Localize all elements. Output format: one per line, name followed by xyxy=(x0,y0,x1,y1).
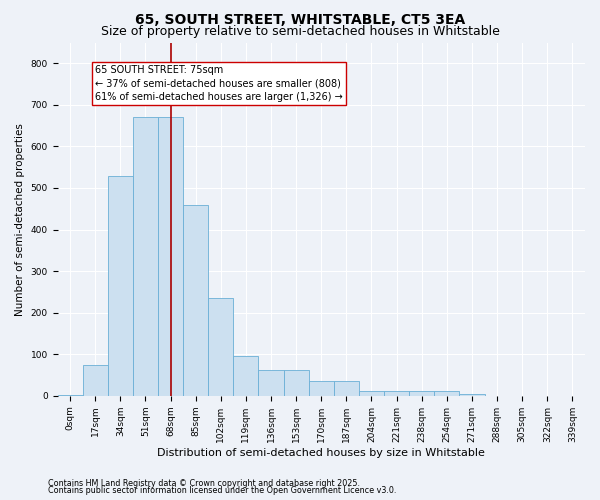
Text: Size of property relative to semi-detached houses in Whitstable: Size of property relative to semi-detach… xyxy=(101,25,499,38)
X-axis label: Distribution of semi-detached houses by size in Whitstable: Distribution of semi-detached houses by … xyxy=(157,448,485,458)
Bar xyxy=(208,298,233,396)
Text: Contains HM Land Registry data © Crown copyright and database right 2025.: Contains HM Land Registry data © Crown c… xyxy=(48,478,360,488)
Bar xyxy=(108,176,133,396)
Bar xyxy=(259,370,284,396)
Text: 65 SOUTH STREET: 75sqm
← 37% of semi-detached houses are smaller (808)
61% of se: 65 SOUTH STREET: 75sqm ← 37% of semi-det… xyxy=(95,66,343,102)
Bar xyxy=(133,118,158,396)
Bar xyxy=(384,391,409,396)
Bar xyxy=(284,370,309,396)
Bar xyxy=(460,394,485,396)
Bar xyxy=(58,395,83,396)
Bar xyxy=(359,391,384,396)
Bar xyxy=(158,118,183,396)
Bar xyxy=(233,356,259,396)
Text: Contains public sector information licensed under the Open Government Licence v3: Contains public sector information licen… xyxy=(48,486,397,495)
Text: 65, SOUTH STREET, WHITSTABLE, CT5 3EA: 65, SOUTH STREET, WHITSTABLE, CT5 3EA xyxy=(135,12,465,26)
Y-axis label: Number of semi-detached properties: Number of semi-detached properties xyxy=(15,122,25,316)
Bar xyxy=(434,391,460,396)
Bar xyxy=(409,391,434,396)
Bar xyxy=(83,364,108,396)
Bar xyxy=(334,382,359,396)
Bar xyxy=(183,204,208,396)
Bar xyxy=(309,382,334,396)
